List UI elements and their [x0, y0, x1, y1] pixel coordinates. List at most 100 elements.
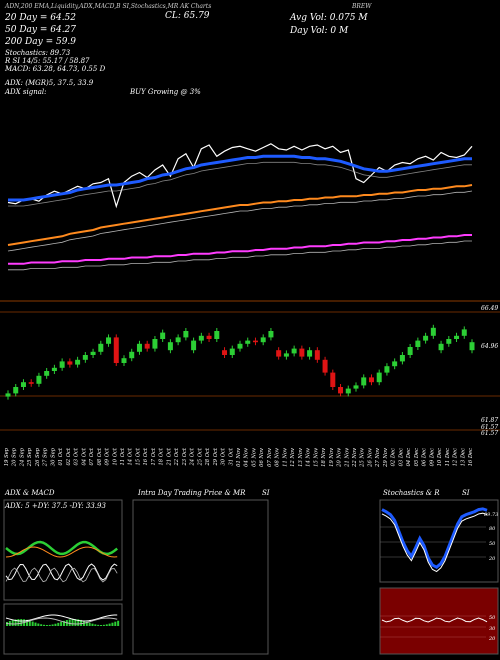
adx-minus-line	[5, 546, 118, 558]
date-tick-label: 02 Dec	[391, 448, 397, 466]
date-tick-label: 25 Nov	[360, 448, 366, 468]
candle-body	[307, 350, 313, 357]
candle-body	[75, 359, 81, 365]
candle-body	[392, 361, 398, 367]
adx-readout: ADX: (MGR)5, 37.5, 33.9	[5, 79, 94, 87]
macd-histogram-bar	[100, 625, 103, 626]
candle-body	[36, 375, 42, 384]
price-level-low2: 61.57	[481, 424, 499, 431]
candle-body	[82, 355, 88, 360]
stoch-d-line	[381, 512, 488, 573]
date-tick-label: 07 Oct	[89, 447, 95, 465]
stoch-tick-80: 80	[489, 526, 496, 532]
candle-body	[98, 343, 104, 352]
stochastics-readout: Stochastics: 89.73	[5, 49, 71, 57]
candle-body	[214, 331, 220, 339]
date-tick-label: 26 Nov	[367, 448, 373, 468]
candle-body	[67, 361, 73, 365]
price-level-low3: 61.57	[481, 430, 499, 437]
date-tick-label: 16 Dec	[468, 448, 474, 466]
candle-body	[106, 337, 112, 344]
rsi-tick-30: 30	[489, 626, 496, 632]
macd-histogram-bar	[25, 619, 28, 626]
macd-histogram-bar	[94, 624, 97, 626]
candle-body	[28, 382, 34, 384]
candle-body	[446, 339, 452, 344]
stoch-tick-50: 50	[489, 541, 496, 547]
macd-histogram-bar	[71, 619, 74, 626]
intraday-panel	[132, 499, 269, 655]
macd-histogram-bar	[80, 619, 83, 626]
day-vol-readout: Day Vol: 0 M	[290, 26, 349, 36]
candle-body	[237, 343, 243, 349]
macd-histogram-bar	[11, 620, 14, 626]
candle-body	[121, 358, 127, 363]
candle-body	[376, 372, 382, 383]
candle-body	[90, 351, 96, 355]
date-tick-label: 20 Nov	[337, 448, 343, 468]
candle-body	[5, 393, 11, 397]
macd-histogram-bar	[63, 620, 65, 626]
date-tick-label: 02 Oct	[66, 447, 72, 465]
date-tick-label: 19 Nov	[329, 448, 335, 467]
candle-body	[407, 347, 413, 355]
candle-body	[144, 343, 150, 349]
candle-body	[260, 337, 266, 343]
macd-histogram-bar	[114, 621, 117, 626]
adx-signal-label: ADX signal:	[5, 88, 47, 96]
macd-histogram-bar	[117, 620, 120, 626]
date-tick-label: 06 Dec	[422, 448, 428, 466]
macd-histogram-bar	[68, 619, 71, 626]
candle-body	[415, 340, 421, 347]
date-tick-label: 23 Oct	[182, 447, 188, 466]
candle-body	[330, 372, 336, 387]
header-part-adn: ADN,200	[5, 3, 33, 10]
candle-body	[384, 366, 390, 373]
macd-histogram-bar	[20, 619, 23, 626]
stoch-k-line	[381, 507, 488, 569]
date-tick-label: 15 Nov	[313, 448, 319, 467]
date-tick-label: 10 Dec	[437, 448, 443, 466]
candle-body	[399, 355, 405, 362]
candle-body	[136, 343, 142, 352]
date-tick-label: 07 Nov	[267, 448, 273, 467]
macd-histogram-bar	[97, 624, 100, 626]
date-tick-label: 30 Sep	[50, 447, 56, 466]
candle-body	[167, 342, 173, 351]
series-line-1	[8, 154, 472, 202]
date-tick-label: 29 Oct	[213, 447, 219, 466]
candle-body	[368, 377, 374, 383]
series-line-3	[8, 234, 472, 265]
date-tick-label: 01 Oct	[58, 447, 64, 465]
intraday-title: Intra Day Trading Price & MR	[138, 489, 246, 497]
candle-body	[206, 335, 212, 339]
date-tick-label: 04 Oct	[81, 447, 87, 465]
candle-body	[461, 329, 467, 336]
candle-body	[20, 382, 26, 387]
adx-values: ADX: 5 +DY: 37.5 -DY: 33.93	[5, 502, 106, 510]
date-tick-label: 22 Nov	[352, 448, 358, 468]
header-part-ema: EMA,Liquidity,ADX,MACD,B	[34, 3, 121, 10]
date-tick-label: 18 Nov	[321, 448, 327, 467]
candle-body	[229, 348, 235, 355]
candle-body	[245, 340, 251, 344]
date-tick-label: 04 Dec	[406, 448, 412, 466]
date-tick-label: 21 Oct	[166, 447, 172, 466]
date-tick-label: 30 Oct	[221, 447, 227, 465]
macd-histogram-bar	[54, 623, 57, 626]
candle-body	[314, 350, 320, 360]
series-line-2	[7, 184, 473, 246]
macd-line	[5, 614, 118, 622]
series-band-2	[7, 190, 473, 252]
candle-body	[283, 353, 289, 357]
macd-signal-line	[5, 617, 118, 625]
date-tick-label: 11 Dec	[445, 448, 451, 466]
macd-histogram-bar	[74, 619, 77, 626]
price-level-low: 61.87	[481, 417, 499, 424]
macd-histogram-bar	[40, 624, 43, 626]
header-indicator-list: ADN,200 EMA,Liquidity,ADX,MACD,B SI,Stoc…	[5, 4, 211, 10]
date-tick-label: 27 Nov	[375, 448, 381, 468]
adx-line-2	[5, 567, 118, 583]
date-tick-label: 01 Nov	[236, 448, 242, 467]
date-tick-label: 08 Nov	[275, 448, 281, 467]
